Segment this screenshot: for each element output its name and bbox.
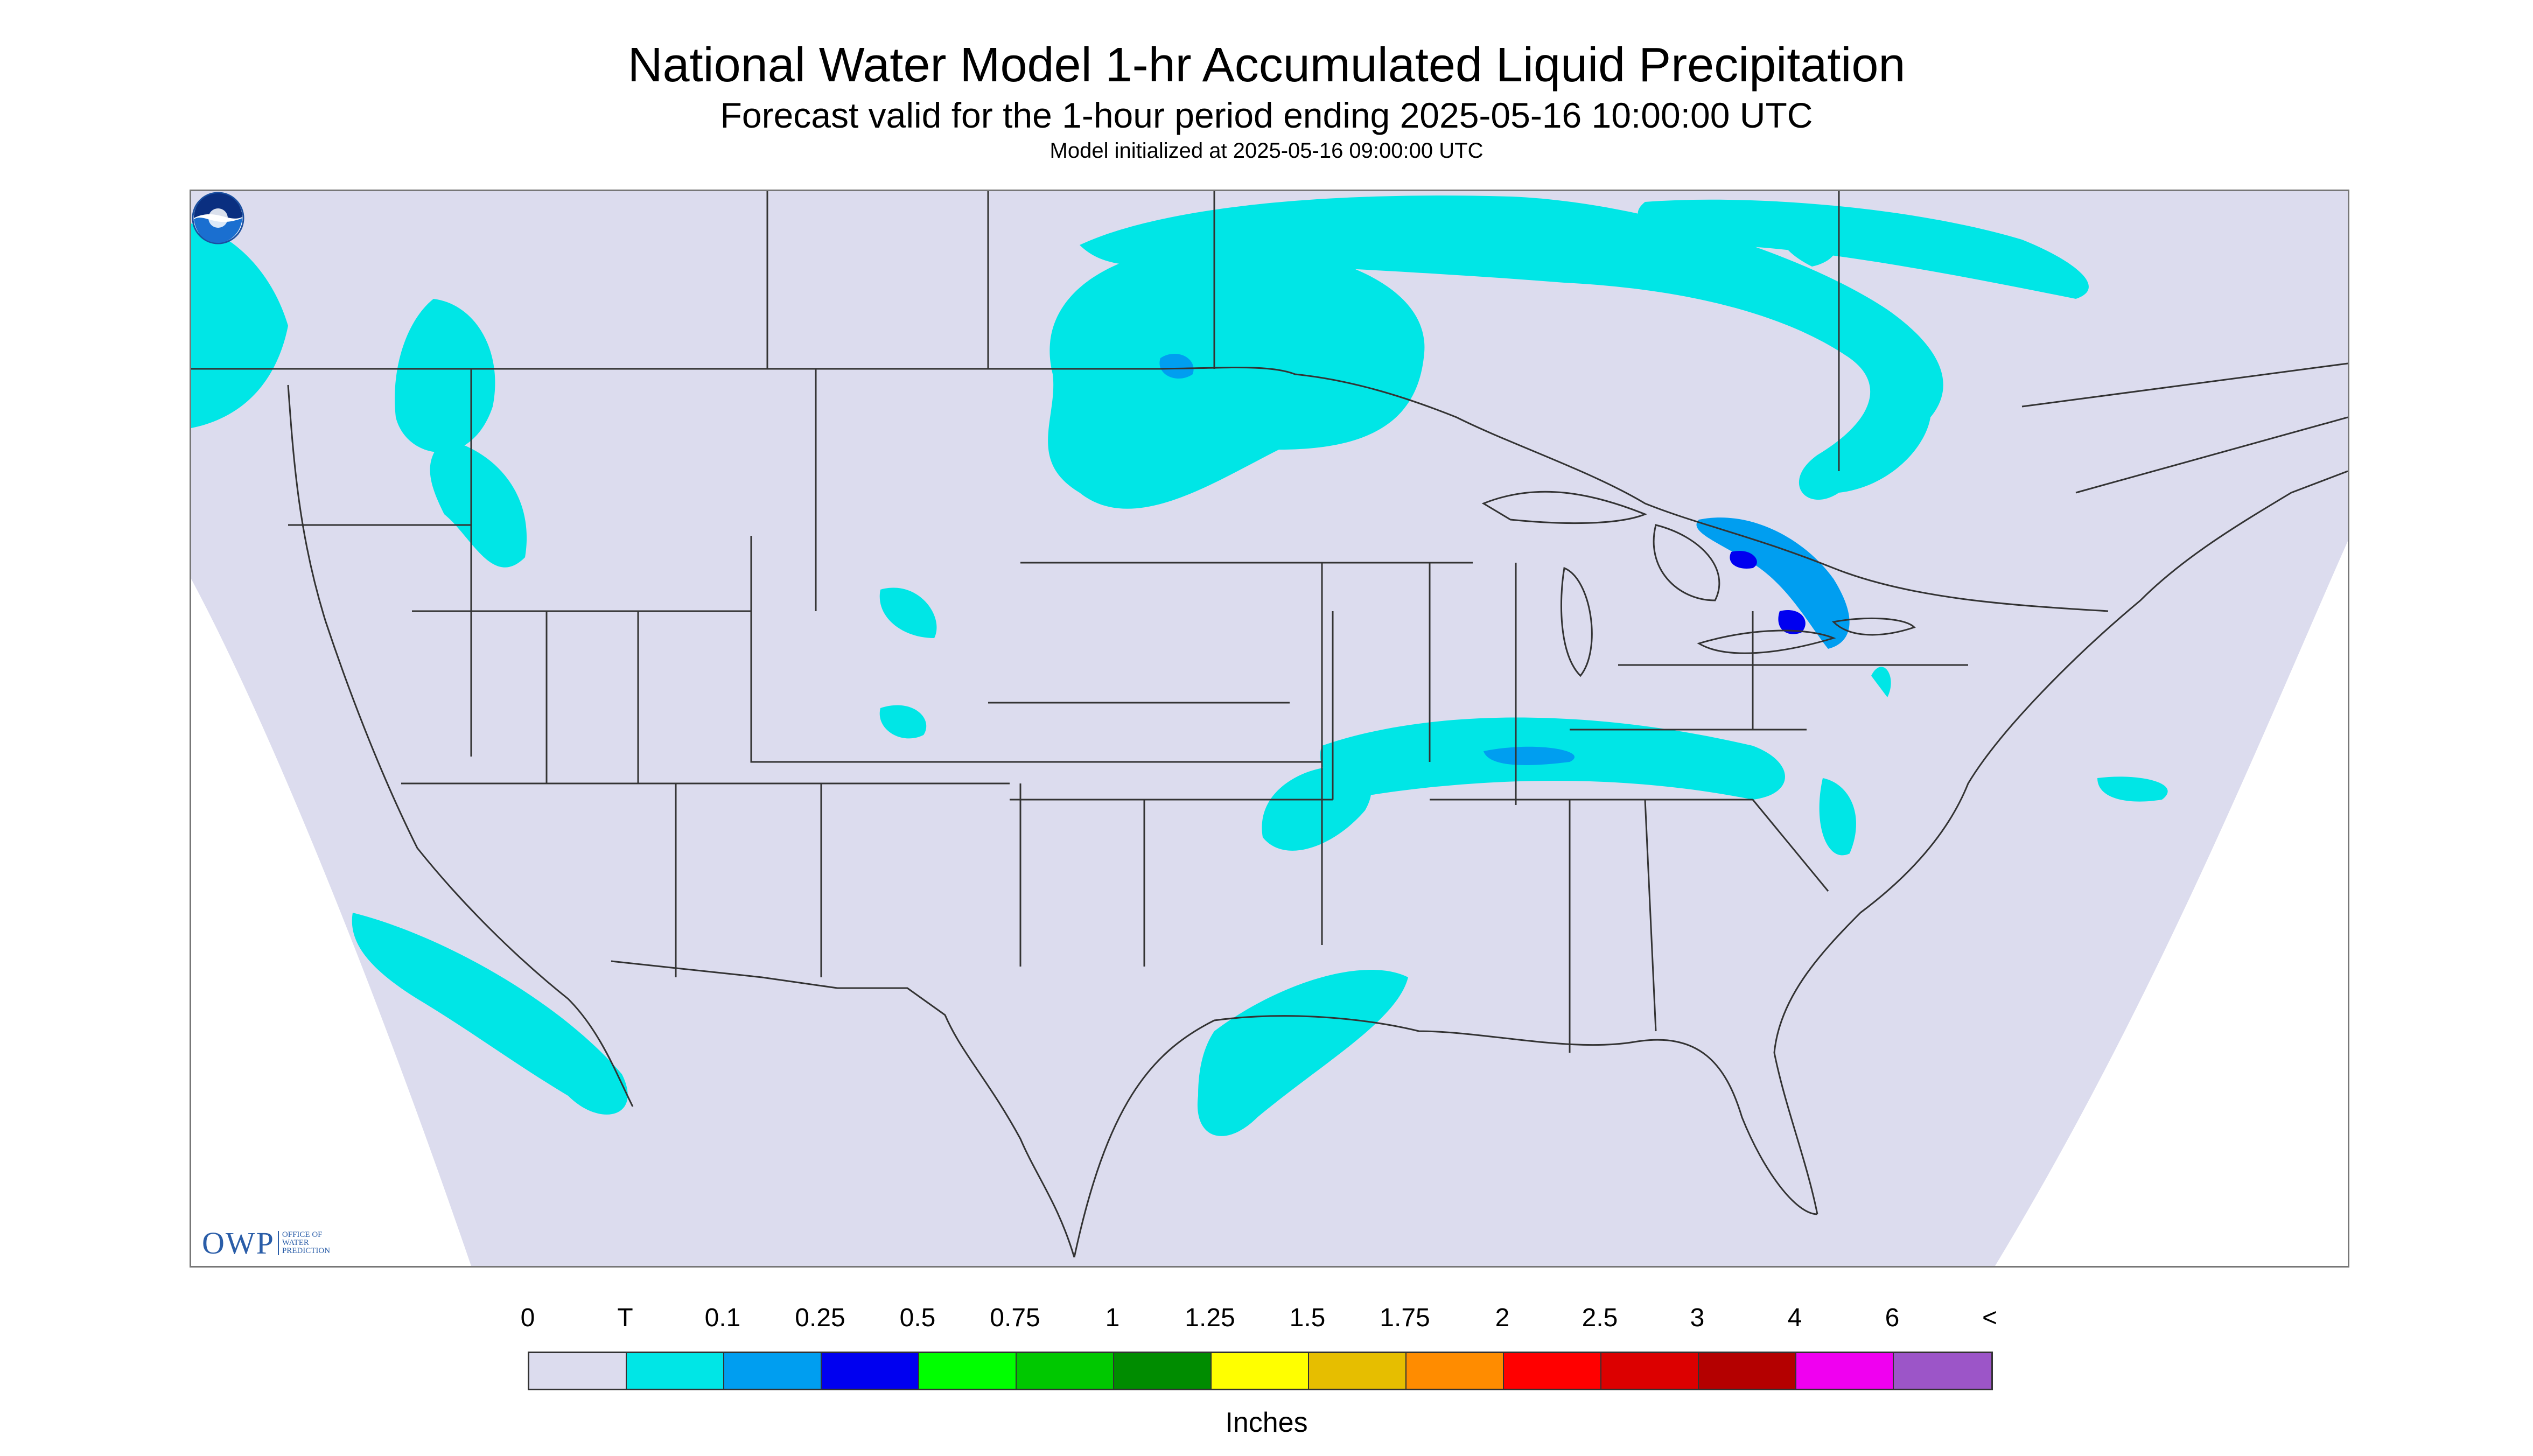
model-domain bbox=[191, 191, 2348, 1266]
lake-huron-core bbox=[1696, 517, 1850, 649]
legend-swatch bbox=[724, 1353, 822, 1389]
west-states-grid bbox=[288, 369, 1020, 977]
canada-provinces bbox=[766, 191, 2348, 494]
hudson-bay-band bbox=[1638, 199, 2089, 299]
model-init-text: Model initialized at 2025-05-16 09:00:00… bbox=[1049, 139, 1484, 163]
legend-label: < bbox=[1982, 1304, 1998, 1332]
legend-label: 2 bbox=[1495, 1304, 1510, 1332]
point-1-inch-areas bbox=[1159, 353, 1850, 765]
legend-label: 0.1 bbox=[704, 1304, 741, 1332]
legend-swatch bbox=[1407, 1353, 1504, 1389]
legend-label: 1.5 bbox=[1289, 1304, 1326, 1332]
legend-label: 6 bbox=[1885, 1304, 1900, 1332]
ontario-core bbox=[1778, 610, 1806, 634]
color-bar bbox=[528, 1352, 1993, 1390]
legend-swatch bbox=[1017, 1353, 1114, 1389]
owp-logo-text: OWP bbox=[202, 1226, 275, 1261]
legend-swatch bbox=[529, 1353, 627, 1389]
legend-labels: 0 T 0.1 0.25 0.5 0.75 1 1.25 1.5 1.75 2 2.5 3 4 6 < bbox=[0, 1303, 2533, 1335]
owp-logo: OWP OFFICE OF WATER PREDICTION bbox=[202, 1225, 330, 1261]
legend-label: 4 bbox=[1787, 1304, 1802, 1332]
us-mexico-border bbox=[611, 960, 1075, 1258]
owp-logo-subtext: OFFICE OF WATER PREDICTION bbox=[277, 1230, 331, 1255]
noaa-logo bbox=[192, 192, 244, 244]
legend-swatch bbox=[1504, 1353, 1601, 1389]
carolinas-area bbox=[1819, 778, 1856, 856]
pacific-northwest-area bbox=[191, 223, 288, 428]
legend-swatch bbox=[627, 1353, 724, 1389]
legend-swatch bbox=[1601, 1353, 1699, 1389]
gulf-coast-band bbox=[1197, 970, 1408, 1136]
gulf-coast bbox=[1073, 1015, 1818, 1258]
owp-logo-line: OFFICE OF bbox=[282, 1230, 323, 1239]
legend-label: 1.25 bbox=[1185, 1304, 1235, 1332]
legend-swatch bbox=[919, 1353, 1017, 1389]
legend-label: 1.75 bbox=[1380, 1304, 1430, 1332]
tennessee-core bbox=[1484, 746, 1575, 765]
legend-swatch bbox=[1699, 1353, 1796, 1389]
legend-swatch bbox=[1114, 1353, 1212, 1389]
legend-label: 2.5 bbox=[1582, 1304, 1618, 1332]
georgian-bay-core bbox=[1730, 550, 1757, 569]
legend-swatch bbox=[822, 1353, 919, 1389]
legend-label: 3 bbox=[1690, 1304, 1705, 1332]
owp-logo-line: PREDICTION bbox=[282, 1247, 331, 1255]
central-states-grid bbox=[988, 562, 1968, 1053]
legend-units: Inches bbox=[1225, 1407, 1308, 1438]
map-title: National Water Model 1-hr Accumulated Li… bbox=[627, 38, 1906, 92]
precipitation-map: OWP OFFICE OF WATER PREDICTION bbox=[190, 190, 2349, 1268]
arklatex-area bbox=[1262, 766, 1372, 851]
atlantic-coast bbox=[1773, 470, 2348, 1215]
idaho-area bbox=[430, 439, 527, 568]
legend-label: 1 bbox=[1105, 1304, 1120, 1332]
legend-swatch bbox=[1309, 1353, 1407, 1389]
quarter-inch-areas bbox=[1730, 550, 1806, 634]
legend-swatch bbox=[1894, 1353, 1991, 1389]
ontario-area bbox=[1871, 667, 1891, 697]
legend-label: T bbox=[617, 1304, 633, 1332]
canada-band bbox=[1080, 195, 1943, 500]
quebec-patch bbox=[1778, 212, 1838, 267]
legend-label: 0.25 bbox=[795, 1304, 845, 1332]
political-boundaries bbox=[191, 191, 2348, 1258]
map-canvas bbox=[191, 191, 2348, 1266]
pacific-coast bbox=[287, 384, 634, 1107]
legend-swatch bbox=[1212, 1353, 1309, 1389]
owp-logo-line: WATER bbox=[282, 1238, 309, 1247]
atlantic-offshore-area bbox=[2097, 776, 2168, 802]
us-canada-border bbox=[191, 367, 2109, 612]
trace-precip-areas bbox=[191, 195, 2168, 1136]
northern-plains-storm bbox=[1048, 244, 1425, 509]
great-lakes bbox=[1481, 491, 1916, 677]
legend-label: 0 bbox=[520, 1304, 535, 1332]
legend-swatch bbox=[1796, 1353, 1894, 1389]
southwest-mexico-pacific-area bbox=[352, 913, 628, 1115]
north-dakota-core bbox=[1159, 353, 1194, 379]
idaho-montana-area bbox=[395, 299, 495, 452]
map-subtitle: Forecast valid for the 1-hour period end… bbox=[720, 95, 1813, 135]
wyoming-area bbox=[879, 587, 937, 638]
colorado-area bbox=[879, 705, 927, 739]
legend-label: 0.75 bbox=[990, 1304, 1040, 1332]
legend-label: 0.5 bbox=[899, 1304, 936, 1332]
